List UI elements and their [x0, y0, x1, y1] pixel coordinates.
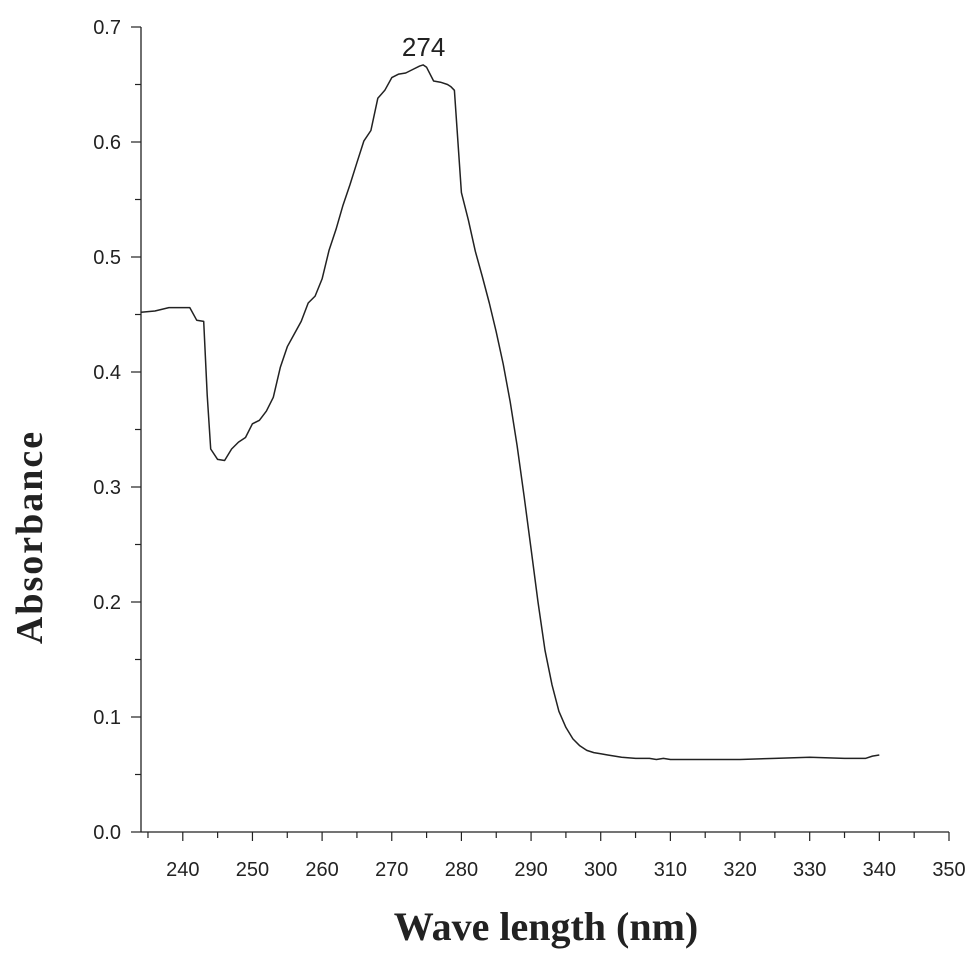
- peak-label: 274: [402, 32, 445, 62]
- y-tick-label: 0.6: [93, 132, 121, 154]
- y-tick-label: 0.3: [93, 477, 121, 499]
- x-tick-label: 270: [375, 859, 408, 881]
- x-tick-label: 340: [863, 859, 896, 881]
- y-tick-label: 0.0: [93, 822, 121, 844]
- x-tick-label: 330: [793, 859, 826, 881]
- x-tick-label: 310: [654, 859, 687, 881]
- x-tick-label: 250: [236, 859, 269, 881]
- x-tick-label: 290: [514, 859, 547, 881]
- annotations: 274: [402, 32, 445, 62]
- x-tick-label: 350: [932, 859, 965, 881]
- series-group: [140, 64, 880, 761]
- x-axis-ticks: 240 250 260 270 280 290 300 310 320 330 340 350: [147, 832, 966, 881]
- y-tick-label: 0.1: [93, 707, 121, 729]
- x-tick-label: 280: [445, 859, 478, 881]
- y-axis-title: Absorbance: [9, 430, 51, 644]
- x-tick-label: 260: [305, 859, 338, 881]
- axes: [140, 27, 949, 833]
- y-tick-label: 0.5: [93, 247, 121, 269]
- y-tick-label: 0.2: [93, 592, 121, 614]
- y-tick-label: 0.4: [93, 362, 121, 384]
- x-axis-title: Wave length (nm): [394, 904, 698, 949]
- x-tick-label: 240: [166, 859, 199, 881]
- x-tick-label: 300: [584, 859, 617, 881]
- y-tick-label: 0.7: [93, 17, 121, 39]
- y-axis-ticks: 0.0 0.1 0.2 0.3 0.4 0.5 0.6 0.7: [93, 17, 141, 844]
- x-tick-label: 320: [723, 859, 756, 881]
- series-line: [140, 64, 880, 761]
